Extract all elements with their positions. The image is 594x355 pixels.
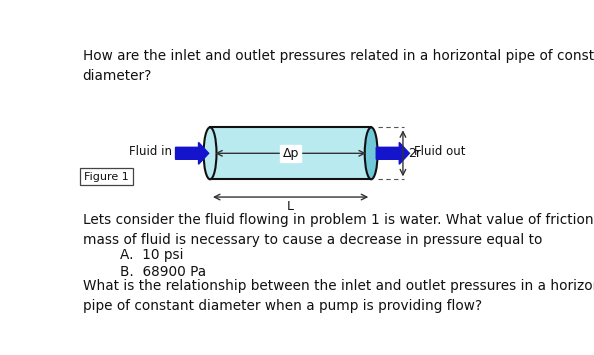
Text: How are the inlet and outlet pressures related in a horizontal pipe of constant
: How are the inlet and outlet pressures r… bbox=[83, 49, 594, 83]
Text: Fluid in: Fluid in bbox=[129, 146, 172, 158]
Ellipse shape bbox=[204, 127, 216, 179]
FancyBboxPatch shape bbox=[210, 127, 371, 179]
Text: Fluid out: Fluid out bbox=[413, 146, 465, 158]
Text: Δp: Δp bbox=[282, 147, 299, 160]
Ellipse shape bbox=[365, 127, 378, 179]
Text: A.  10 psi: A. 10 psi bbox=[120, 248, 184, 262]
Text: 2r: 2r bbox=[409, 147, 422, 160]
Text: L: L bbox=[287, 200, 294, 213]
FancyArrow shape bbox=[376, 142, 409, 164]
Text: B.  68900 Pa: B. 68900 Pa bbox=[120, 266, 206, 279]
Text: What is the relationship between the inlet and outlet pressures in a horizontal
: What is the relationship between the inl… bbox=[83, 279, 594, 312]
Text: Figure 1: Figure 1 bbox=[84, 171, 129, 181]
Text: Lets consider the fluid flowing in problem 1 is water. What value of friction pe: Lets consider the fluid flowing in probl… bbox=[83, 213, 594, 247]
FancyArrow shape bbox=[176, 142, 208, 164]
